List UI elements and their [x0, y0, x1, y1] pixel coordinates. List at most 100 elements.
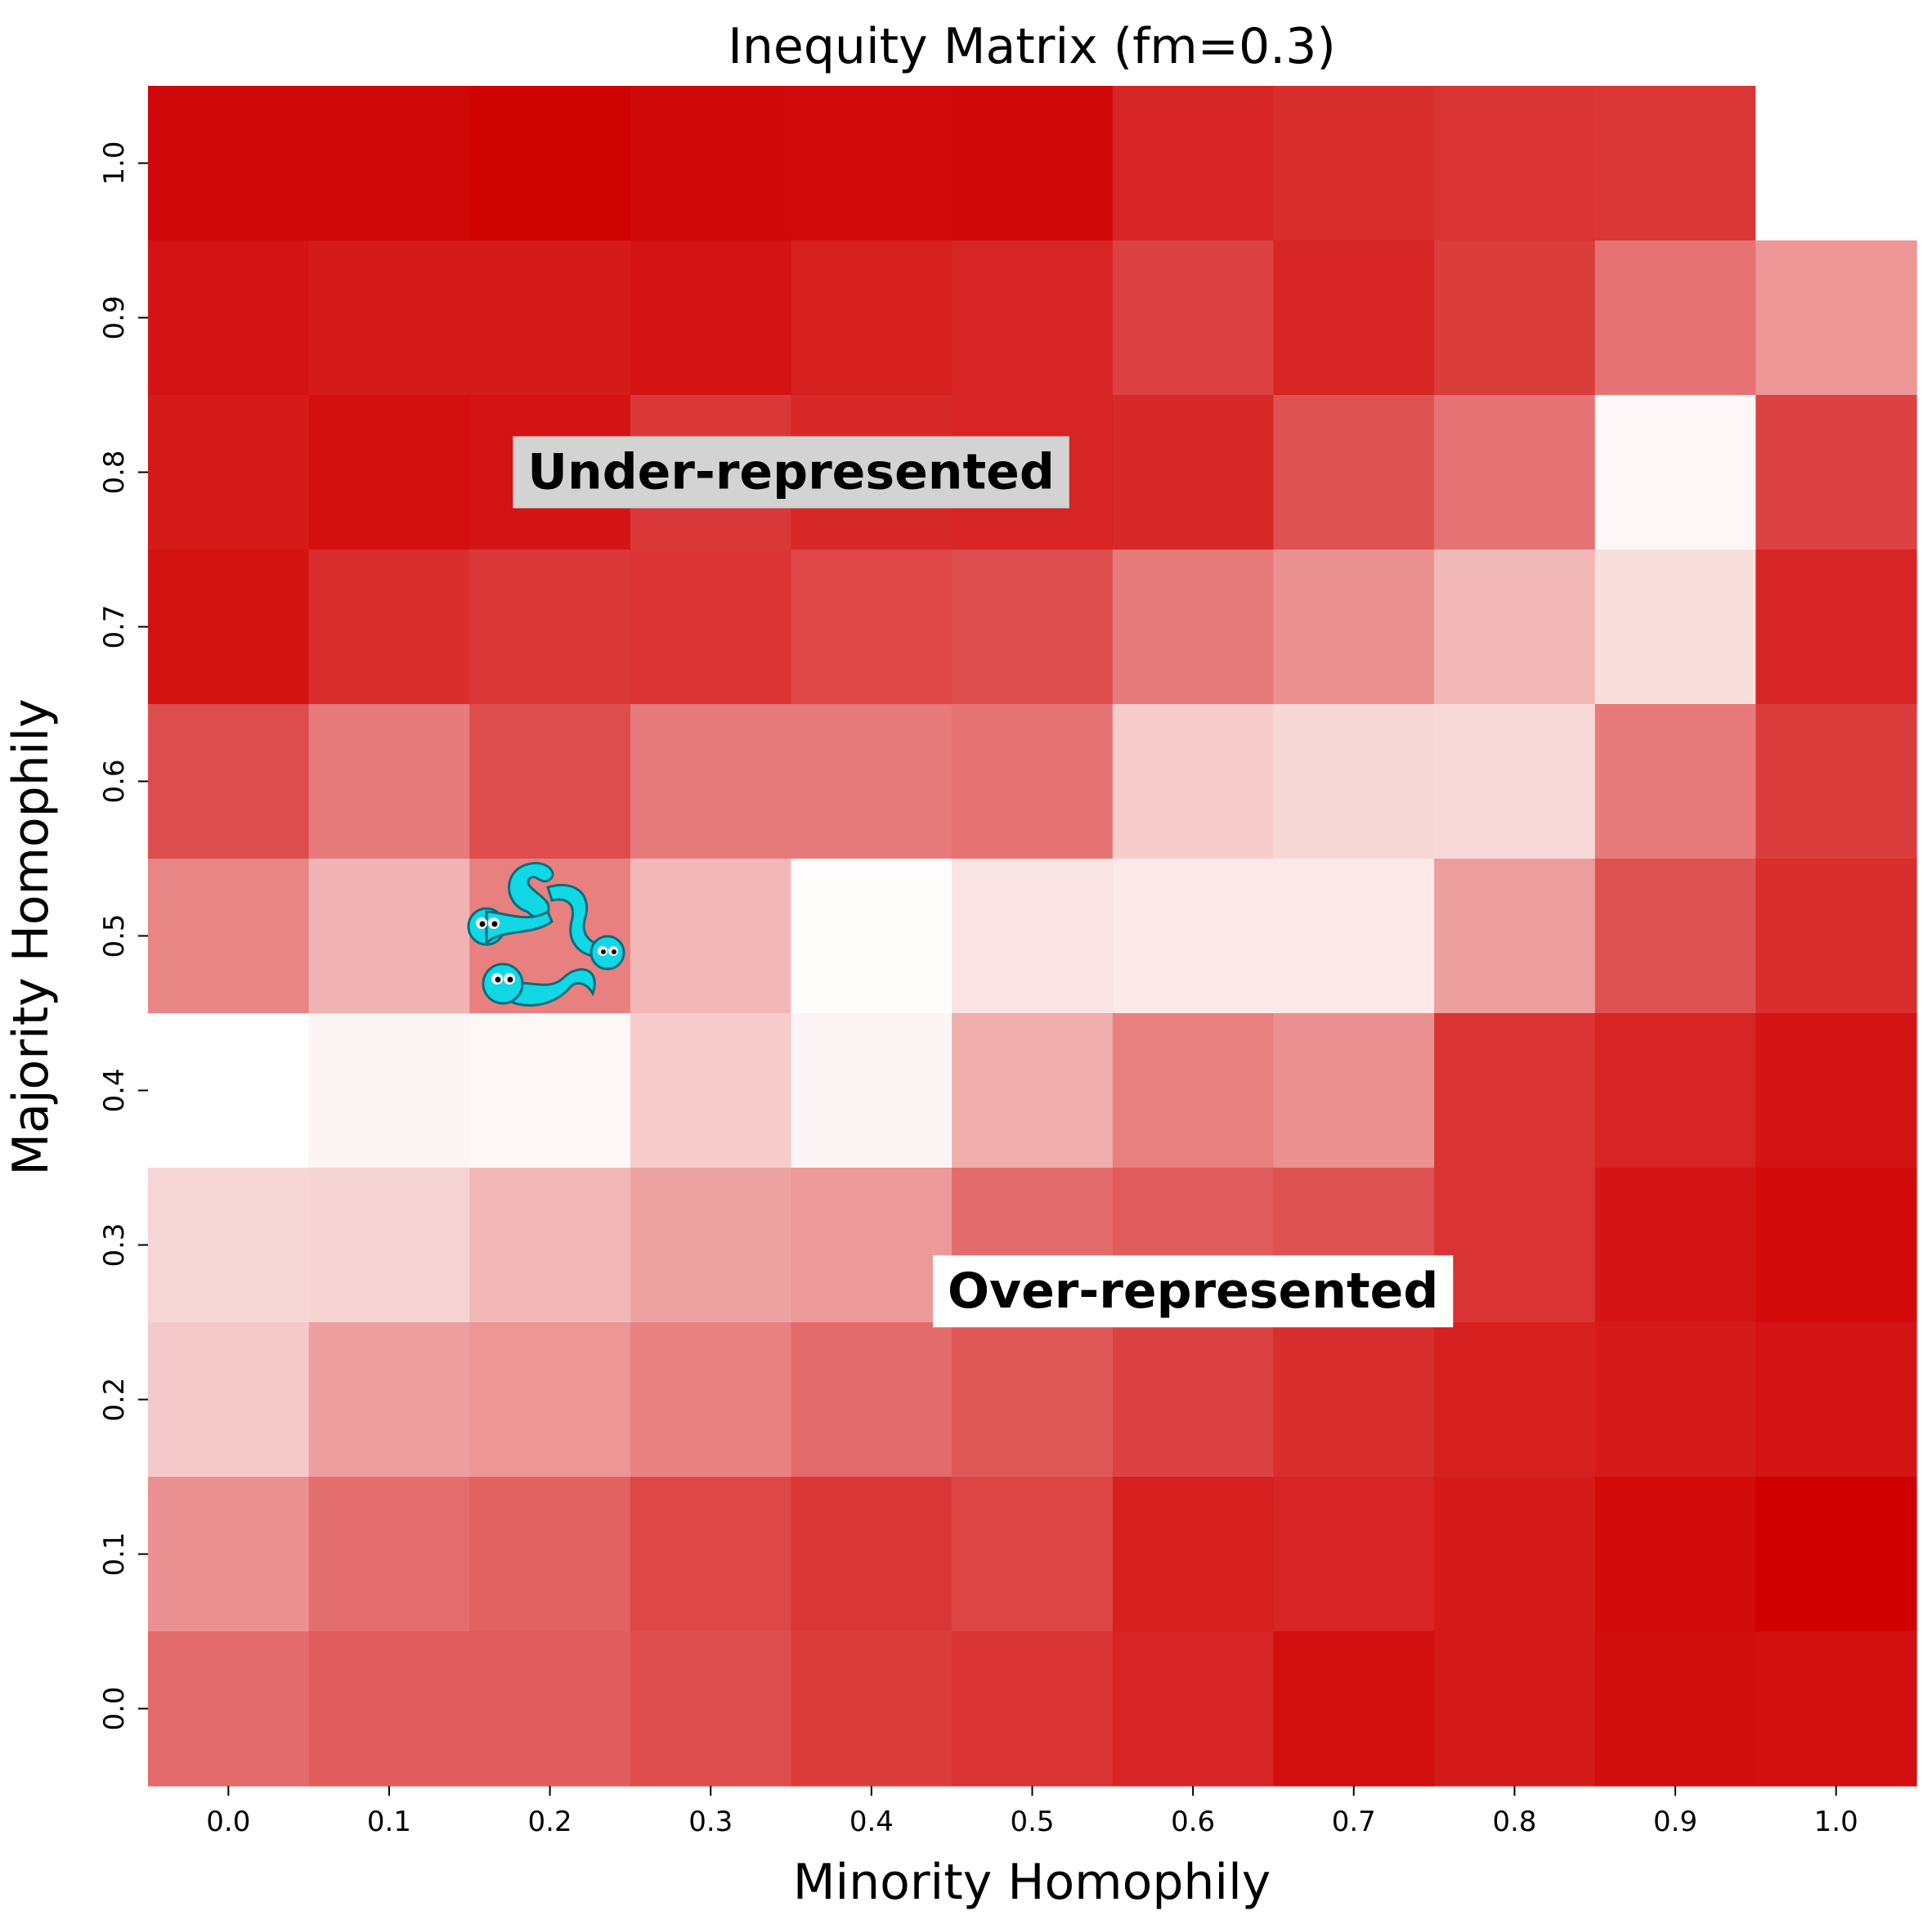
- heatmap-cell: [1112, 1322, 1275, 1478]
- heatmap-cell: [1594, 1168, 1756, 1323]
- heatmap-cell: [148, 859, 310, 1014]
- heatmap-cell: [1434, 240, 1596, 396]
- heatmap-cell: [308, 240, 470, 396]
- heatmap-cell: [1434, 86, 1596, 241]
- heatmap-cell: [1273, 859, 1435, 1014]
- heatmap-cell: [1594, 859, 1756, 1014]
- annotation-text: Under-represented: [527, 444, 1055, 501]
- x-tick-label: 0.5: [1010, 1806, 1054, 1838]
- y-tick-label: 0.6: [98, 759, 131, 803]
- heatmap-cell: [1755, 859, 1917, 1014]
- x-axis-label: Minority Homophily: [793, 1854, 1271, 1911]
- heatmap-cell: [1273, 1631, 1435, 1787]
- x-tick-label: 0.3: [688, 1806, 733, 1838]
- heatmap-cell: [308, 704, 470, 859]
- heatmap-cell: [630, 859, 792, 1014]
- heatmap-cell: [1594, 86, 1756, 241]
- heatmap-cell: [791, 1631, 953, 1787]
- heatmap-cell: [1594, 1322, 1756, 1478]
- heatmap-cell: [1594, 395, 1756, 550]
- heatmap-cell: [630, 1322, 792, 1478]
- heatmap-cell: [148, 1631, 310, 1787]
- worms-emoji-icon: [467, 862, 625, 1007]
- heatmap-cell: [791, 240, 953, 396]
- heatmap-cell: [1755, 1631, 1917, 1787]
- heatmap-cell: [791, 1168, 953, 1323]
- heatmap-cell: [630, 704, 792, 859]
- heatmap-cell: [148, 240, 310, 396]
- heatmap-cell: [791, 86, 953, 241]
- y-tick-label: 0.8: [98, 450, 131, 494]
- y-tick-label: 0.2: [98, 1377, 131, 1421]
- x-tick-label: 0.4: [849, 1806, 894, 1838]
- x-tick-label: 0.8: [1492, 1806, 1536, 1838]
- heatmap-cell: [630, 1477, 792, 1632]
- heatmap-cell: [1755, 550, 1917, 705]
- heatmap-cell: [148, 1322, 310, 1478]
- y-tick-label: 0.1: [98, 1532, 131, 1576]
- heatmap-cell: [469, 550, 631, 705]
- x-tick-label: 0.7: [1332, 1806, 1376, 1838]
- x-tick-label: 0.2: [528, 1806, 572, 1838]
- heatmap-cell: [308, 395, 470, 550]
- heatmap-cell: [1755, 1477, 1917, 1632]
- heatmap-cell: [791, 704, 953, 859]
- heatmap-cell: [1112, 86, 1275, 241]
- heatmap-cell: [308, 1168, 470, 1323]
- heatmap-cell: [1755, 1322, 1917, 1478]
- heatmap-cell: [1594, 1631, 1756, 1787]
- heatmap-cell: [469, 1477, 631, 1632]
- heatmap-cell: [1434, 859, 1596, 1014]
- heatmap-cell: [1112, 704, 1275, 859]
- heatmap-cell: [630, 550, 792, 705]
- heatmap-cell: [148, 1013, 310, 1169]
- annotation-text: Over-represented: [948, 1263, 1438, 1320]
- heatmap-cell: [469, 1631, 631, 1787]
- heatmap-cell: [630, 1631, 792, 1787]
- heatmap-cell: [1755, 86, 1917, 241]
- x-tick-label: 0.6: [1171, 1806, 1215, 1838]
- x-tick-label: 0.1: [367, 1806, 411, 1838]
- heatmap-cell: [1594, 240, 1756, 396]
- heatmap-cell: [469, 1013, 631, 1169]
- x-axis-ticks: 0.0 0.1 0.2 0.3 0.4 0.5 0.6 0.7 0.8 0.9 1.0: [206, 1786, 1858, 1838]
- heatmap-cell: [952, 86, 1114, 241]
- heatmap-cell: [1112, 1477, 1275, 1632]
- heatmap-cell: [1273, 550, 1435, 705]
- heatmap-cell: [1434, 1013, 1596, 1169]
- heatmap-cell: [469, 1322, 631, 1478]
- heatmap-cell: [1273, 704, 1435, 859]
- heatmap-cell: [1112, 1631, 1275, 1787]
- heatmap-cell: [1755, 1168, 1917, 1323]
- y-tick-label: 0.9: [98, 295, 131, 339]
- heatmap-cell: [1112, 550, 1275, 705]
- heatmap-cell: [952, 1013, 1114, 1169]
- heatmap-cell: [1434, 550, 1596, 705]
- heatmap-cell: [952, 704, 1114, 859]
- heatmap-cell: [1273, 240, 1435, 396]
- heatmap-cell: [952, 1322, 1114, 1478]
- heatmap-cell: [148, 395, 310, 550]
- y-axis-ticks: 1.0 0.9 0.8 0.7 0.6 0.5 0.4 0.3 0.2 0.1 0.0: [98, 141, 148, 1731]
- heatmap-cell: [1273, 1477, 1435, 1632]
- heatmap-cell: [308, 1322, 470, 1478]
- heatmap-cell: [952, 1631, 1114, 1787]
- heatmap-cell: [308, 1013, 470, 1169]
- heatmap-cell: [1273, 395, 1435, 550]
- heatmap-cell: [1273, 86, 1435, 241]
- heatmap-cell: [952, 859, 1114, 1014]
- heatmap-cell: [1434, 1631, 1596, 1787]
- heatmap-cell: [469, 704, 631, 859]
- heatmap-cell: [469, 240, 631, 396]
- annotation: Under-represented: [513, 436, 1069, 509]
- heatmap-cell: [630, 1013, 792, 1169]
- heatmap-cell: [148, 550, 310, 705]
- heatmap-cell: [630, 1168, 792, 1323]
- heatmap-cell: [1112, 1013, 1275, 1169]
- heatmap-cell: [791, 550, 953, 705]
- y-tick-label: 0.5: [98, 913, 131, 958]
- heatmap-cell: [952, 1477, 1114, 1632]
- heatmap-cell: [469, 86, 631, 241]
- heatmap-cell: [1112, 395, 1275, 550]
